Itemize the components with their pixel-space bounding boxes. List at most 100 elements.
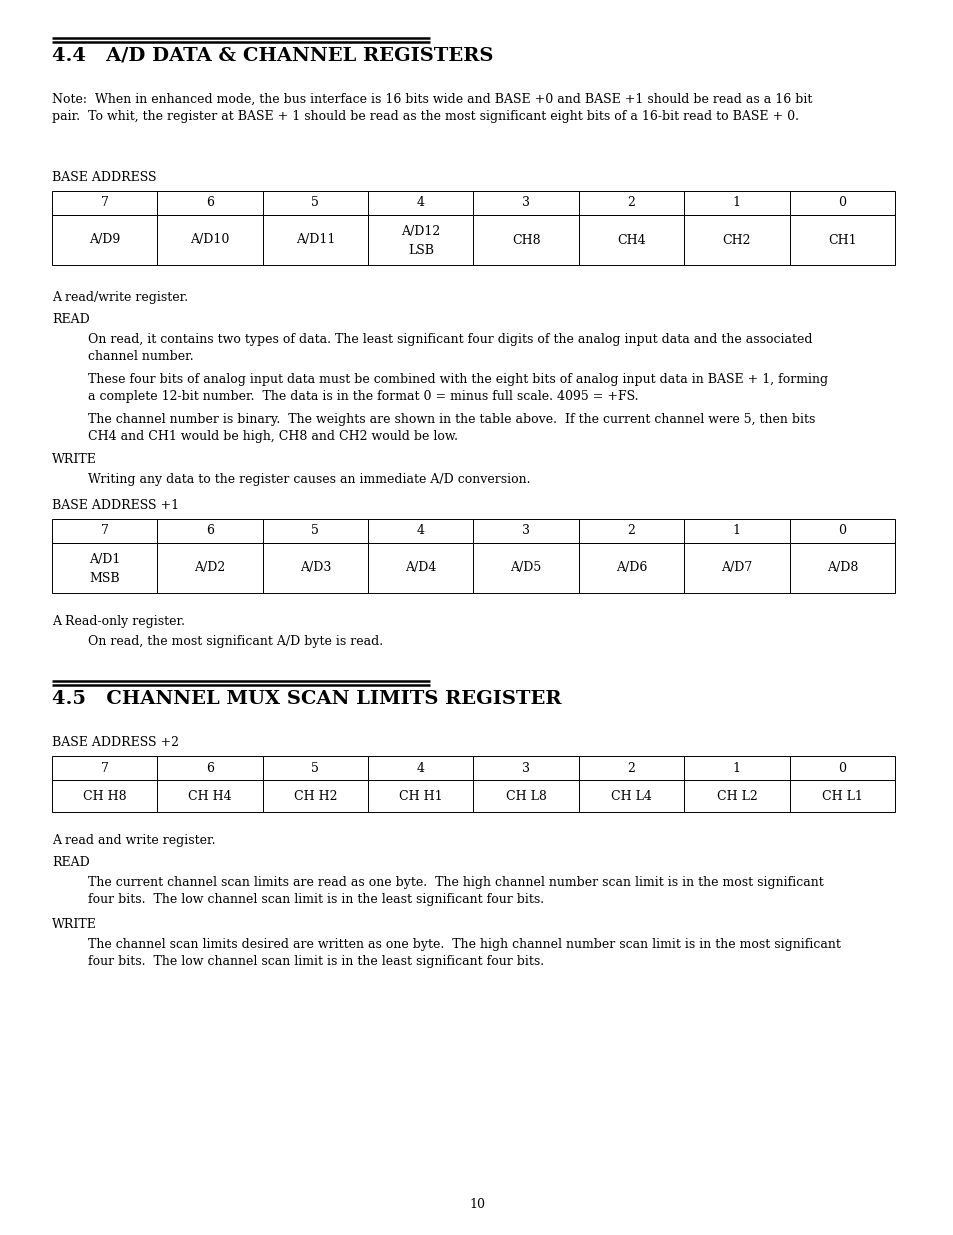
Text: 1: 1 [732, 762, 740, 774]
Bar [473, 215, 578, 266]
Text: CH L4: CH L4 [611, 789, 651, 803]
Bar [789, 215, 894, 266]
Text: CH H4: CH H4 [188, 789, 232, 803]
Bar [52, 543, 157, 593]
Bar [683, 543, 789, 593]
Bar [683, 756, 789, 781]
Text: The channel number is binary.  The weights are shown in the table above.  If the: The channel number is binary. The weight… [88, 412, 815, 443]
Text: 4.5   CHANNEL MUX SCAN LIMITS REGISTER: 4.5 CHANNEL MUX SCAN LIMITS REGISTER [52, 690, 561, 708]
Bar [157, 543, 262, 593]
Text: CH L1: CH L1 [821, 789, 862, 803]
Bar [157, 191, 262, 215]
Text: 3: 3 [521, 196, 530, 210]
Bar [789, 781, 894, 811]
Text: A/D10: A/D10 [191, 233, 230, 247]
Bar [262, 781, 368, 811]
Bar [789, 756, 894, 781]
Bar [578, 191, 683, 215]
Bar [683, 215, 789, 266]
Text: A Read-only register.: A Read-only register. [52, 615, 185, 629]
Bar [52, 215, 157, 266]
Text: BASE ADDRESS +2: BASE ADDRESS +2 [52, 736, 179, 748]
Bar [52, 781, 157, 811]
Text: A/D2: A/D2 [194, 562, 226, 574]
Bar [473, 519, 578, 543]
Bar [52, 519, 157, 543]
Text: 3: 3 [521, 525, 530, 537]
Text: A/D9: A/D9 [89, 233, 120, 247]
Text: 3: 3 [521, 762, 530, 774]
Text: 2: 2 [627, 196, 635, 210]
Bar [262, 543, 368, 593]
Text: A/D5: A/D5 [510, 562, 541, 574]
Text: CH H2: CH H2 [294, 789, 336, 803]
Text: Writing any data to the register causes an immediate A/D conversion.: Writing any data to the register causes … [88, 473, 530, 487]
Text: A/D12: A/D12 [401, 225, 440, 238]
Bar [578, 543, 683, 593]
Bar [368, 543, 473, 593]
Bar [683, 781, 789, 811]
Text: 4: 4 [416, 525, 424, 537]
Bar [52, 191, 157, 215]
Bar [578, 756, 683, 781]
Bar [683, 519, 789, 543]
Bar [368, 781, 473, 811]
Text: A/D4: A/D4 [405, 562, 436, 574]
Text: Note:  When in enhanced mode, the bus interface is 16 bits wide and BASE +0 and : Note: When in enhanced mode, the bus int… [52, 93, 812, 124]
Bar [578, 781, 683, 811]
Text: A/D7: A/D7 [720, 562, 752, 574]
Text: 7: 7 [101, 196, 109, 210]
Text: A/D1: A/D1 [89, 553, 120, 566]
Bar [473, 756, 578, 781]
Text: 6: 6 [206, 762, 213, 774]
Text: 5: 5 [312, 196, 319, 210]
Bar [473, 781, 578, 811]
Text: 1: 1 [732, 196, 740, 210]
Text: 4: 4 [416, 762, 424, 774]
Text: A/D6: A/D6 [616, 562, 646, 574]
Text: 0: 0 [838, 762, 845, 774]
Text: CH L8: CH L8 [505, 789, 546, 803]
Text: 10: 10 [469, 1198, 484, 1212]
Text: A/D8: A/D8 [825, 562, 857, 574]
Text: 1: 1 [732, 525, 740, 537]
Text: 2: 2 [627, 525, 635, 537]
Text: BASE ADDRESS: BASE ADDRESS [52, 170, 156, 184]
Bar [368, 191, 473, 215]
Text: A read/write register.: A read/write register. [52, 291, 188, 304]
Text: These four bits of analog input data must be combined with the eight bits of ana: These four bits of analog input data mus… [88, 373, 827, 403]
Text: READ: READ [52, 312, 90, 326]
Bar [789, 519, 894, 543]
Bar [262, 519, 368, 543]
Text: A read and write register.: A read and write register. [52, 834, 215, 847]
Text: 6: 6 [206, 196, 213, 210]
Text: CH1: CH1 [827, 233, 856, 247]
Text: CH H1: CH H1 [398, 789, 442, 803]
Text: On read, it contains two types of data. The least significant four digits of the: On read, it contains two types of data. … [88, 333, 812, 363]
Text: 7: 7 [101, 525, 109, 537]
Bar [157, 519, 262, 543]
Text: READ: READ [52, 856, 90, 869]
Text: WRITE: WRITE [52, 918, 97, 931]
Text: CH8: CH8 [512, 233, 540, 247]
Bar [157, 756, 262, 781]
Text: 4.4   A/D DATA & CHANNEL REGISTERS: 4.4 A/D DATA & CHANNEL REGISTERS [52, 47, 493, 65]
Text: The channel scan limits desired are written as one byte.  The high channel numbe: The channel scan limits desired are writ… [88, 939, 840, 968]
Bar [157, 781, 262, 811]
Bar [368, 519, 473, 543]
Bar [789, 191, 894, 215]
Text: LSB: LSB [407, 243, 434, 257]
Bar [578, 215, 683, 266]
Text: A/D3: A/D3 [299, 562, 331, 574]
Text: 2: 2 [627, 762, 635, 774]
Bar [789, 543, 894, 593]
Bar [683, 191, 789, 215]
Bar [262, 215, 368, 266]
Text: A/D11: A/D11 [295, 233, 335, 247]
Text: 4: 4 [416, 196, 424, 210]
Text: CH2: CH2 [722, 233, 750, 247]
Text: MSB: MSB [90, 572, 120, 584]
Text: 5: 5 [312, 525, 319, 537]
Text: The current channel scan limits are read as one byte.  The high channel number s: The current channel scan limits are read… [88, 876, 822, 906]
Text: BASE ADDRESS +1: BASE ADDRESS +1 [52, 499, 179, 513]
